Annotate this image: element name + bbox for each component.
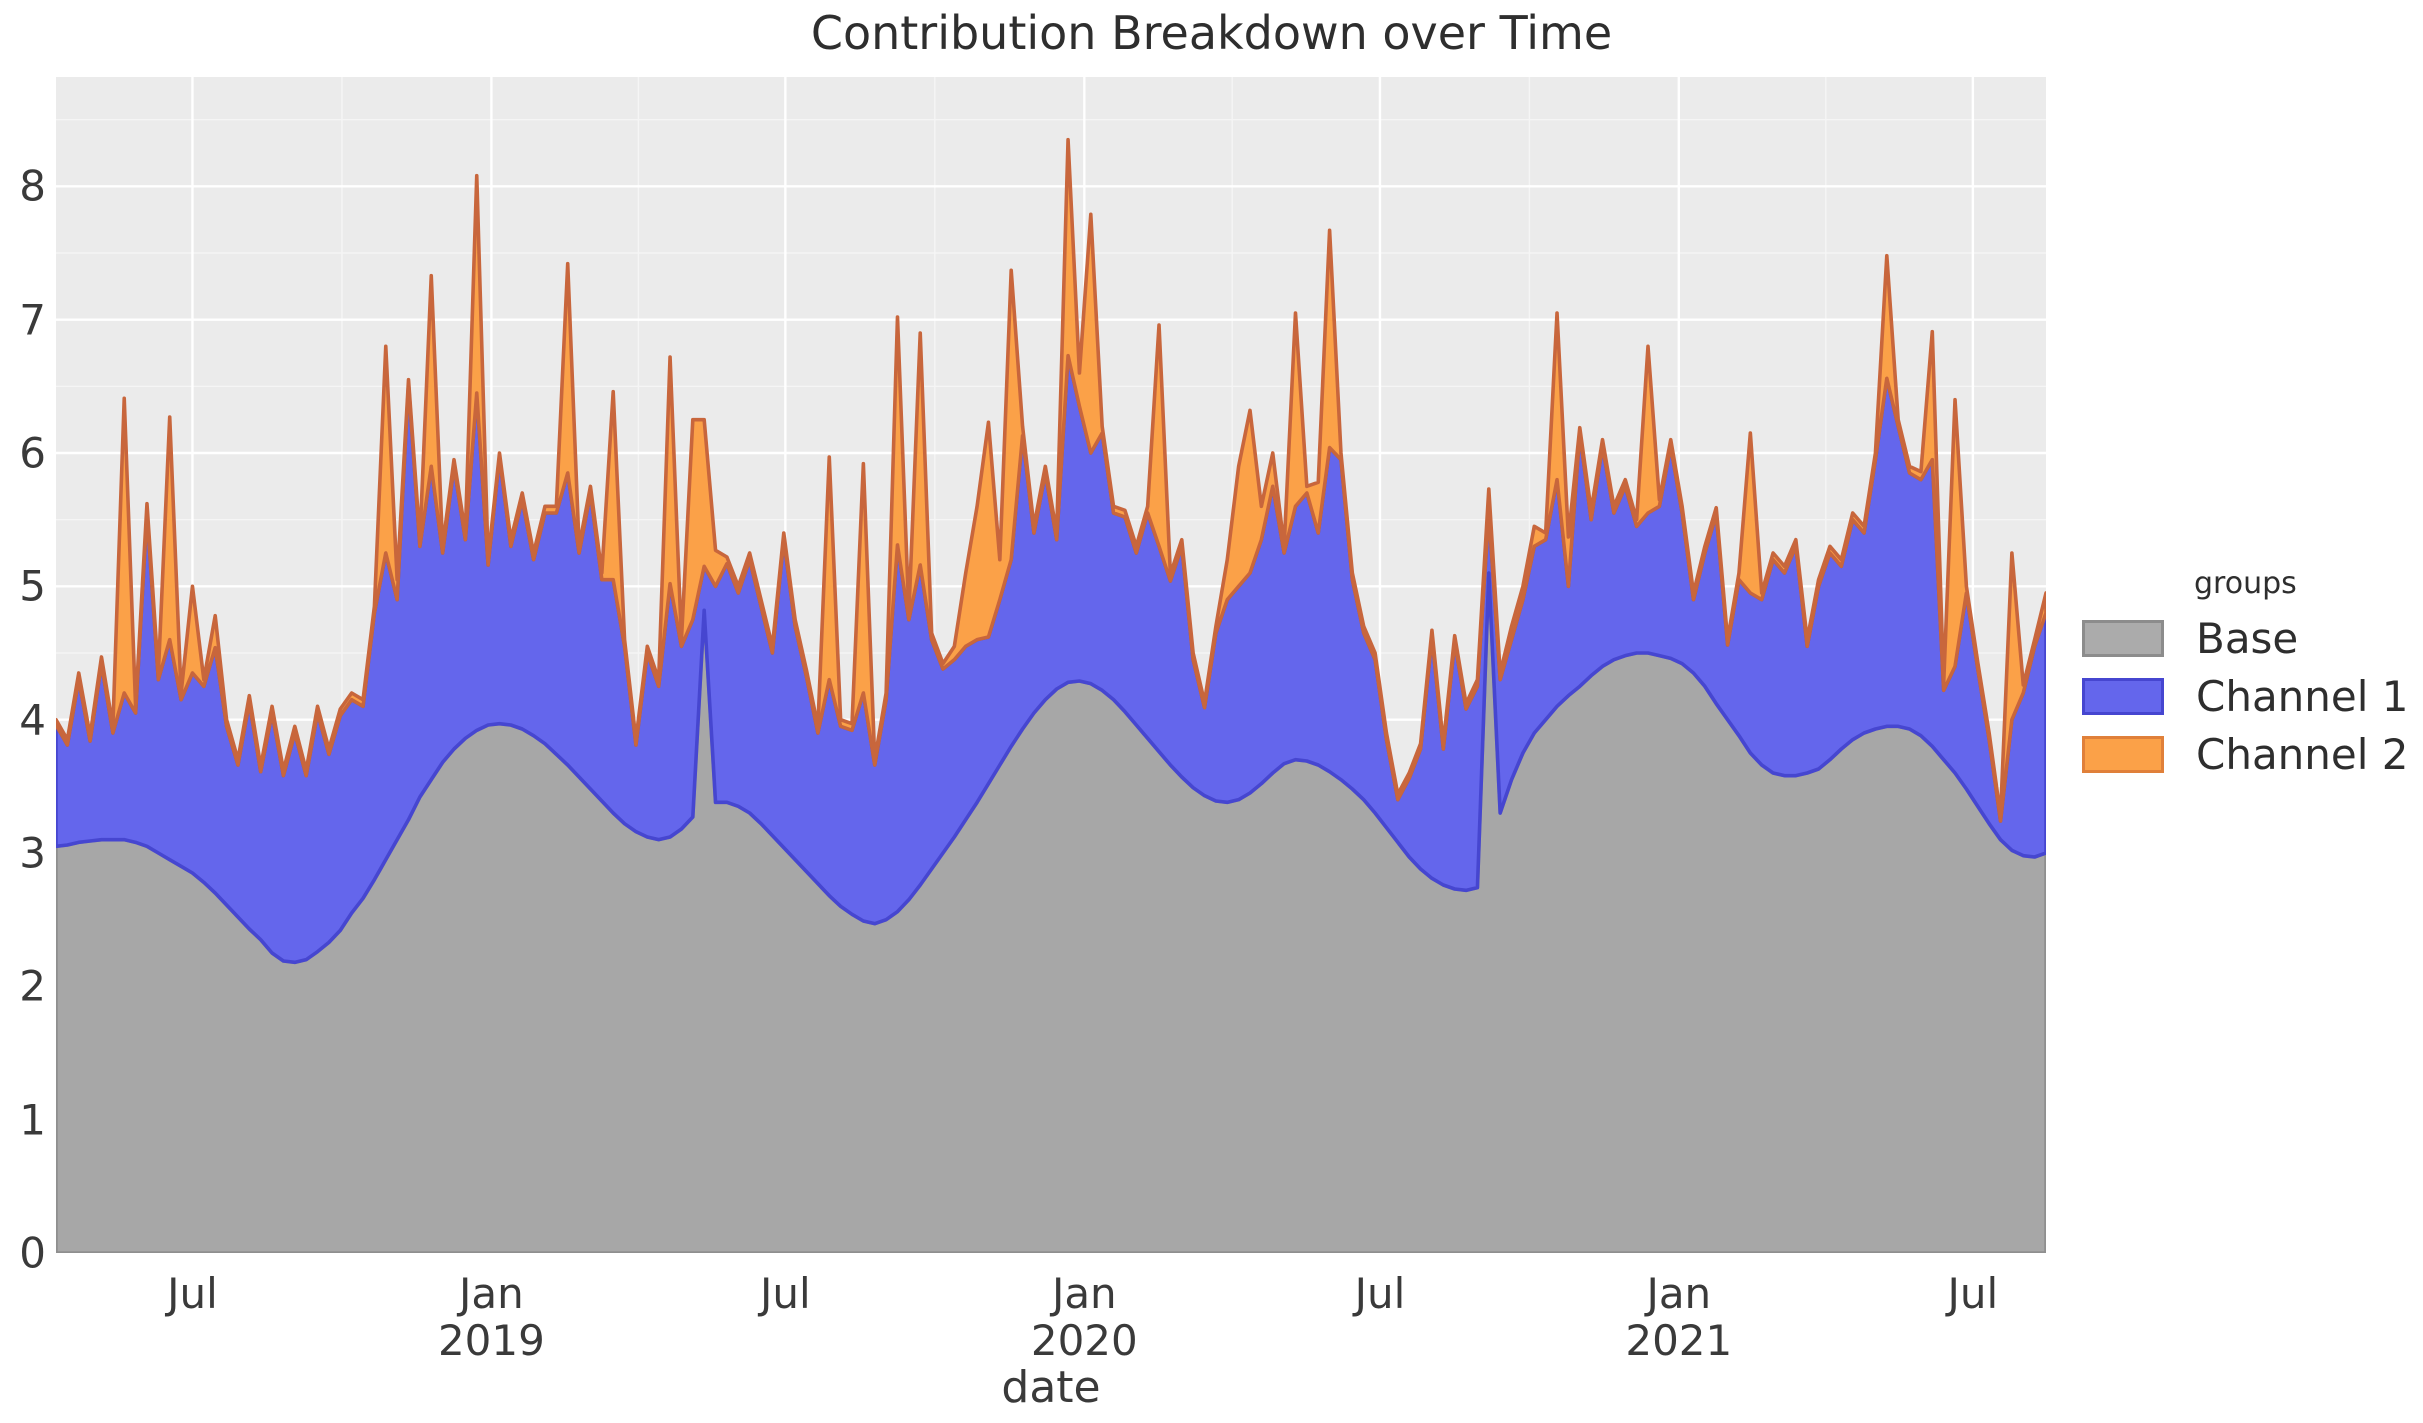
area-series — [56, 137, 2046, 1253]
legend-swatch — [2082, 678, 2164, 715]
x-tick-label-Jan-2019: Jan 2019 — [437, 1269, 545, 1365]
legend-item-base: Base — [2082, 614, 2422, 663]
y-tick-label-6: 6 — [19, 428, 46, 478]
y-tick-label-7: 7 — [19, 295, 46, 345]
legend-items: Base Channel 1 Channel 2 — [2082, 614, 2422, 779]
legend-swatch — [2082, 620, 2164, 657]
y-tick-label-1: 1 — [19, 1095, 46, 1145]
chart-title: Contribution Breakdown over Time — [810, 6, 1613, 60]
x-tick-label-Jul: Jul — [1947, 1269, 1999, 1318]
legend-title: groups — [2194, 566, 2297, 601]
x-tick-label-Jul: Jul — [167, 1269, 218, 1318]
x-axis-title: date — [1001, 1362, 1101, 1413]
legend-label: Channel 2 — [2196, 730, 2409, 779]
y-tick-label-3: 3 — [19, 828, 46, 878]
y-tick-label-4: 4 — [19, 695, 46, 745]
y-tick-label-2: 2 — [19, 961, 46, 1011]
x-tick-label-Jul: Jul — [760, 1269, 811, 1318]
x-tick-label-Jul: Jul — [1354, 1269, 1406, 1318]
legend-label: Base — [2196, 614, 2299, 663]
y-tick-label-0: 0 — [19, 1228, 46, 1278]
legend-swatch — [2082, 736, 2164, 773]
legend-item-channel-2: Channel 2 — [2082, 730, 2422, 779]
x-tick-label-Jan-2021: Jan 2021 — [1625, 1269, 1733, 1365]
x-tick-label-Jan-2020: Jan 2020 — [1030, 1269, 1138, 1365]
y-tick-label-8: 8 — [19, 161, 46, 211]
legend: groups Base Channel 1 Channel 2 — [2082, 566, 2422, 789]
legend-item-channel-1: Channel 1 — [2082, 672, 2422, 721]
y-tick-label-5: 5 — [19, 561, 46, 611]
legend-label: Channel 1 — [2196, 672, 2409, 721]
area-channel-2 — [56, 137, 2046, 823]
